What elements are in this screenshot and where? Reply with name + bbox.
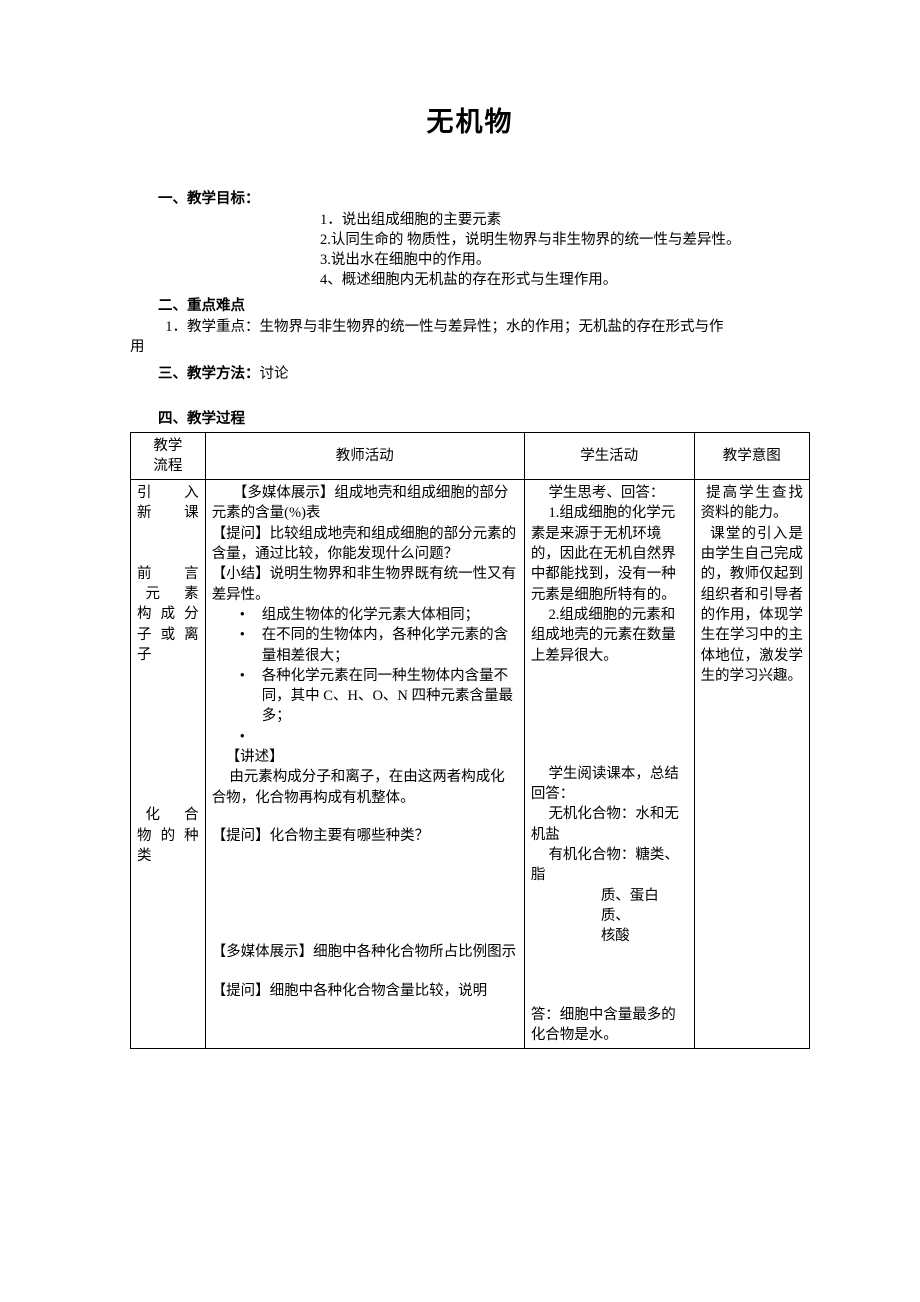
student-para: 1.组成细胞的化学元素是来源于无机环境的，因此在无机自然界中都能找到，没有一种元… — [531, 503, 688, 604]
intent-text: 提高学生查找资料的能力。 课堂的引入是由学生自己完成的，教师仅起到组织者和引导者… — [701, 485, 803, 684]
bullet-icon: • — [240, 605, 262, 625]
header-flow: 教学 流程 — [131, 432, 206, 480]
bullet-text: 在不同的生物体内，各种化学元素的含量相差很大； — [262, 625, 518, 666]
student-para: 无机化合物：水和无机盐 — [531, 804, 688, 845]
student-para: 质、蛋白质、 — [601, 886, 688, 927]
spacer — [212, 846, 518, 942]
key-point-line: 1．教学重点：生物界与非生物界的统一性与差异性；水的作用；无机盐的存在形式与作 — [130, 317, 810, 337]
flow-cell: 引 入新课前言 元 素构 成 分子 或 离子 化 合物 的 种类 — [131, 480, 206, 1049]
teacher-para: 【提问】细胞中各种化合物含量比较，说明 — [212, 981, 518, 1001]
header-intent: 教学意图 — [694, 432, 809, 480]
bullet-icon: • — [240, 666, 262, 686]
student-para: 答：细胞中含量最多的化合物是水。 — [531, 1005, 688, 1046]
student-cell: 学生思考、回答： 1.组成细胞的化学元素是来源于无机环境的，因此在无机自然界中都… — [524, 480, 694, 1049]
goal-item: 2.认同生命的 物质性，说明生物界与非生物界的统一性与差异性。 — [320, 230, 810, 250]
student-para: 学生思考、回答： — [531, 483, 688, 503]
teacher-para: 【提问】化合物主要有哪些种类？ — [212, 826, 518, 846]
goal-item: 1．说出组成细胞的主要元素 — [320, 210, 810, 230]
teacher-para: 【提问】比较组成地壳和组成细胞的部分元素的含量，通过比较，你能发现什么问题？ — [212, 524, 518, 565]
bullet-item: •各种化学元素在同一种生物体内含量不同，其中 C、H、O、N 四种元素含量最多； — [240, 666, 518, 727]
header-teacher: 教师活动 — [205, 432, 524, 480]
page-title: 无机物 — [130, 100, 810, 139]
header-student: 学生活动 — [524, 432, 694, 480]
teacher-para: 【多媒体展示】细胞中各种化合物所占比例图示 — [212, 942, 518, 962]
spacer — [531, 947, 688, 1005]
student-para: 学生阅读课本，总结回答： — [531, 764, 688, 805]
spacer — [212, 963, 518, 981]
method-label: 三、教学方法： — [158, 366, 260, 382]
intent-cell: 提高学生查找资料的能力。 课堂的引入是由学生自己完成的，教师仅起到组织者和引导者… — [694, 480, 809, 1049]
goal-item: 3.说出水在细胞中的作用。 — [320, 250, 810, 270]
teacher-cell: 【多媒体展示】组成地壳和组成细胞的部分元素的含量(%)表 【提问】比较组成地壳和… — [205, 480, 524, 1049]
teacher-para: 由元素构成分子和离子，在由这两者构成化合物，化合物再构成有机整体。 — [212, 767, 518, 808]
bullet-icon: • — [240, 727, 262, 747]
section-method: 三、教学方法：讨论 — [130, 362, 810, 383]
bullet-list: •组成生物体的化学元素大体相同； •在不同的生物体内，各种化学元素的含量相差很大… — [240, 605, 518, 747]
teacher-para: 【讲述】 — [212, 747, 518, 767]
goals-list: 1．说出组成细胞的主要元素 2.认同生命的 物质性，说明生物界与非生物界的统一性… — [320, 210, 810, 290]
student-para: 2.组成细胞的元素和组成地壳的元素在数量上差异很大。 — [531, 605, 688, 666]
section-goals-label: 一、教学目标： — [130, 187, 810, 208]
key-point-line: 用 — [130, 337, 810, 357]
student-para: 核酸 — [601, 926, 688, 946]
section-process-label: 四、教学过程 — [130, 407, 810, 428]
bullet-item: • — [240, 727, 518, 747]
spacer — [531, 666, 688, 764]
teacher-para: 【多媒体展示】组成地壳和组成细胞的部分元素的含量(%)表 — [212, 483, 518, 524]
method-value: 讨论 — [260, 366, 289, 382]
bullet-text: 组成生物体的化学元素大体相同； — [262, 605, 518, 625]
table-row: 引 入新课前言 元 素构 成 分子 或 离子 化 合物 的 种类 【多媒体展示】… — [131, 480, 810, 1049]
process-table: 教学 流程 教师活动 学生活动 教学意图 引 入新课前言 元 素构 成 分子 或… — [130, 432, 810, 1050]
bullet-text: 各种化学元素在同一种生物体内含量不同，其中 C、H、O、N 四种元素含量最多； — [262, 666, 518, 727]
bullet-icon: • — [240, 625, 262, 645]
bullet-item: •在不同的生物体内，各种化学元素的含量相差很大； — [240, 625, 518, 666]
table-header-row: 教学 流程 教师活动 学生活动 教学意图 — [131, 432, 810, 480]
section-key-label: 二、重点难点 — [130, 294, 810, 315]
student-para: 有机化合物：糖类、脂 — [531, 845, 688, 886]
teacher-para: 【小结】说明生物界和非生物界既有统一性又有差异性。 — [212, 564, 518, 605]
goal-item: 4、概述细胞内无机盐的存在形式与生理作用。 — [320, 270, 810, 290]
spacer — [212, 808, 518, 826]
bullet-item: •组成生物体的化学元素大体相同； — [240, 605, 518, 625]
